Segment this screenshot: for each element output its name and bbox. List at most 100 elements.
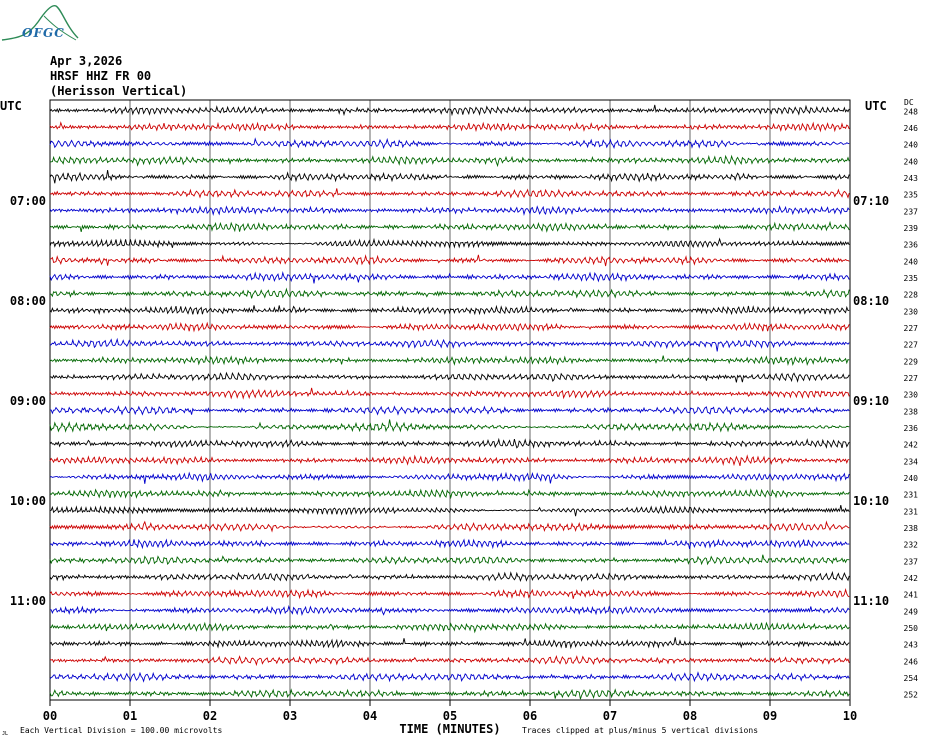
trace-row: [49, 488, 850, 500]
dc-offset-label: 235: [904, 274, 919, 283]
trace-row: [49, 471, 850, 484]
dc-offset-label: 240: [904, 157, 919, 166]
left-axis-title: UTC: [0, 99, 22, 113]
trace-row: [49, 588, 850, 600]
clip-note: Traces clipped at plus/minus 5 vertical …: [522, 726, 758, 735]
dc-offset-label: 229: [904, 357, 919, 366]
trace-row: [50, 604, 850, 616]
dc-offset-label: 227: [904, 374, 919, 383]
dc-offset-label: 239: [904, 224, 919, 233]
trace-row: [49, 205, 850, 217]
x-tick-label: 06: [523, 709, 537, 723]
dc-offset-label: 232: [904, 541, 919, 550]
x-axis-title: TIME (MINUTES): [399, 722, 500, 736]
left-hour-label: 09:00: [10, 394, 46, 408]
trace-row: [49, 104, 850, 117]
dc-offset-label: 242: [904, 574, 919, 583]
trace-row: [49, 254, 850, 267]
dc-offset-label: 235: [904, 191, 919, 200]
x-tick-label: 07: [603, 709, 617, 723]
left-hour-label: 10:00: [10, 494, 46, 508]
trace-row: [49, 237, 850, 249]
trace-row: [49, 688, 850, 700]
trace-row: [49, 671, 850, 683]
x-tick-label: 02: [203, 709, 217, 723]
footer-mark: JL: [2, 731, 8, 737]
trace-row: [49, 405, 850, 416]
right-hour-label: 08:10: [853, 294, 889, 308]
dc-offset-label: 248: [904, 107, 919, 116]
right-hour-label: 07:10: [853, 194, 889, 208]
trace-row: [49, 637, 850, 650]
trace-row: [49, 121, 850, 133]
trace-row: [49, 504, 850, 517]
trace-row: [49, 170, 850, 184]
trace-row: [49, 437, 850, 449]
x-tick-label: 01: [123, 709, 137, 723]
dc-offset-label: 236: [904, 424, 919, 433]
plot-grid: [49, 99, 851, 706]
left-hour-label: 08:00: [10, 294, 46, 308]
trace-row: [49, 520, 850, 533]
left-hour-label: 07:00: [10, 194, 46, 208]
dc-offset-label: 238: [904, 524, 919, 533]
dc-offset-label: 242: [904, 441, 919, 450]
right-axis-title: UTC: [865, 99, 887, 113]
dc-offset-label: 243: [904, 641, 919, 650]
trace-row: [49, 538, 850, 550]
trace-row: [49, 321, 850, 333]
trace-row: [49, 570, 850, 583]
dc-offset-label: 227: [904, 341, 919, 350]
seismic-traces: [49, 104, 850, 700]
trace-row: [49, 621, 850, 634]
dc-offset-label: 240: [904, 474, 919, 483]
dc-offset-label: 254: [904, 674, 919, 683]
scale-note: Each Vertical Division = 100.00 microvol…: [20, 726, 222, 735]
trace-row: [49, 354, 850, 367]
x-tick-label: 04: [363, 709, 377, 723]
dc-offset-label: 237: [904, 207, 919, 216]
x-tick-label: 03: [283, 709, 297, 723]
trace-row: [49, 454, 850, 467]
right-hour-label: 10:10: [853, 494, 889, 508]
dc-offset-label: 227: [904, 324, 919, 333]
x-tick-label: 10: [843, 709, 857, 723]
trace-row: [49, 220, 850, 233]
dc-offset-label: 240: [904, 141, 919, 150]
x-tick-label: 09: [763, 709, 777, 723]
x-tick-label: 00: [43, 709, 57, 723]
dc-offset-label: 243: [904, 174, 919, 183]
dc-offset-label: 250: [904, 624, 919, 633]
dc-offset-label: 249: [904, 607, 919, 616]
trace-row: [49, 287, 850, 299]
station-code: HRSF HHZ FR 00: [50, 69, 152, 83]
dc-offset-label: 246: [904, 124, 919, 133]
dc-offset-label: 252: [904, 691, 919, 700]
dc-offset-label: 237: [904, 557, 919, 566]
dc-offset-label: 246: [904, 657, 919, 666]
trace-row: [49, 154, 850, 168]
dc-offset-label: 230: [904, 307, 919, 316]
right-hour-label: 09:10: [853, 394, 889, 408]
dc-offset-label: 231: [904, 507, 919, 516]
dc-column-title: DC: [904, 98, 914, 107]
left-hour-label: 11:00: [10, 594, 46, 608]
dc-offset-label: 230: [904, 391, 919, 400]
trace-row: [49, 304, 850, 316]
axis-labels: 00 01 02 03 04 05 06 07 08 09 10 248 246 240 240 243 235…: [0, 98, 918, 737]
trace-row: [49, 371, 850, 383]
trace-row: [49, 387, 850, 400]
right-hour-label: 11:10: [853, 594, 889, 608]
trace-row: [49, 654, 850, 667]
dc-offset-label: 228: [904, 291, 919, 300]
x-tick-label: 08: [683, 709, 697, 723]
ofgc-logo-icon: [0, 2, 80, 52]
dc-offset-label: 241: [904, 591, 919, 600]
trace-row: [49, 137, 850, 150]
dc-offset-label: 240: [904, 257, 919, 266]
dc-offset-label: 234: [904, 457, 919, 466]
trace-row: [49, 271, 850, 284]
trace-row: [49, 419, 850, 433]
record-date: Apr 3,2026: [50, 54, 123, 68]
